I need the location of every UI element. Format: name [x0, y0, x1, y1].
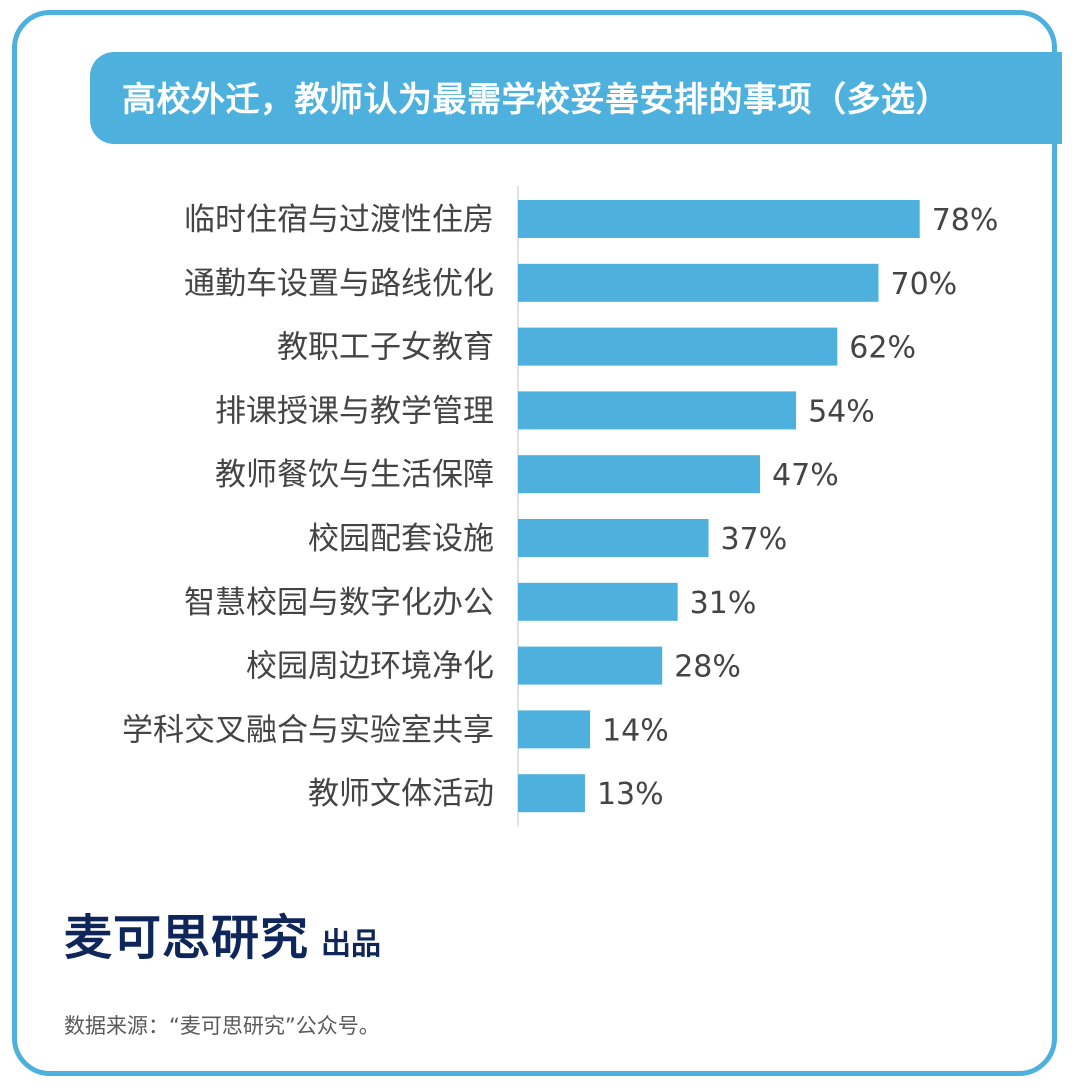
brand-name: 麦可思研究: [64, 910, 310, 966]
bar: [518, 200, 920, 238]
bar: [518, 710, 591, 749]
bar: [518, 774, 585, 813]
bar: [518, 327, 838, 366]
bar: [518, 582, 678, 621]
category-label: 通勤车设置与路线优化: [184, 266, 494, 302]
category-label: 教师餐饮与生活保障: [215, 457, 494, 493]
bar: [518, 455, 761, 494]
brand-footer: 麦可思研究 出品: [64, 898, 381, 968]
value-label: 70%: [891, 267, 958, 302]
data-source-note: 数据来源：“麦可思研究”公众号。: [64, 1014, 380, 1038]
value-label: 28%: [674, 650, 741, 685]
value-label: 13%: [597, 777, 664, 812]
category-label: 教职工子女教育: [277, 330, 494, 366]
bar: [518, 519, 709, 557]
category-label: 智慧校园与数字化办公: [184, 585, 494, 621]
category-label: 校园周边环境净化: [246, 649, 494, 685]
value-label: 31%: [690, 586, 757, 621]
category-label: 临时住宿与过渡性住房: [184, 202, 494, 238]
value-label: 78%: [932, 203, 999, 238]
category-label: 学科交叉融合与实验室共享: [122, 712, 494, 748]
bar: [518, 391, 797, 430]
category-label: 教师文体活动: [308, 776, 494, 812]
value-label: 37%: [721, 522, 788, 557]
value-label: 54%: [808, 394, 875, 429]
value-label: 47%: [772, 458, 839, 493]
chart-title: 高校外迁，教师认为最需学校妥善安排的事项（多选）: [122, 80, 950, 120]
value-label: 62%: [849, 331, 916, 366]
category-label: 排课授课与教学管理: [215, 393, 494, 429]
title-banner: [90, 52, 1062, 144]
brand-suffix: 出品: [321, 927, 382, 962]
bar: [518, 263, 879, 302]
category-label: 校园配套设施: [308, 521, 494, 557]
bar: [518, 646, 663, 685]
value-label: 14%: [602, 713, 669, 748]
